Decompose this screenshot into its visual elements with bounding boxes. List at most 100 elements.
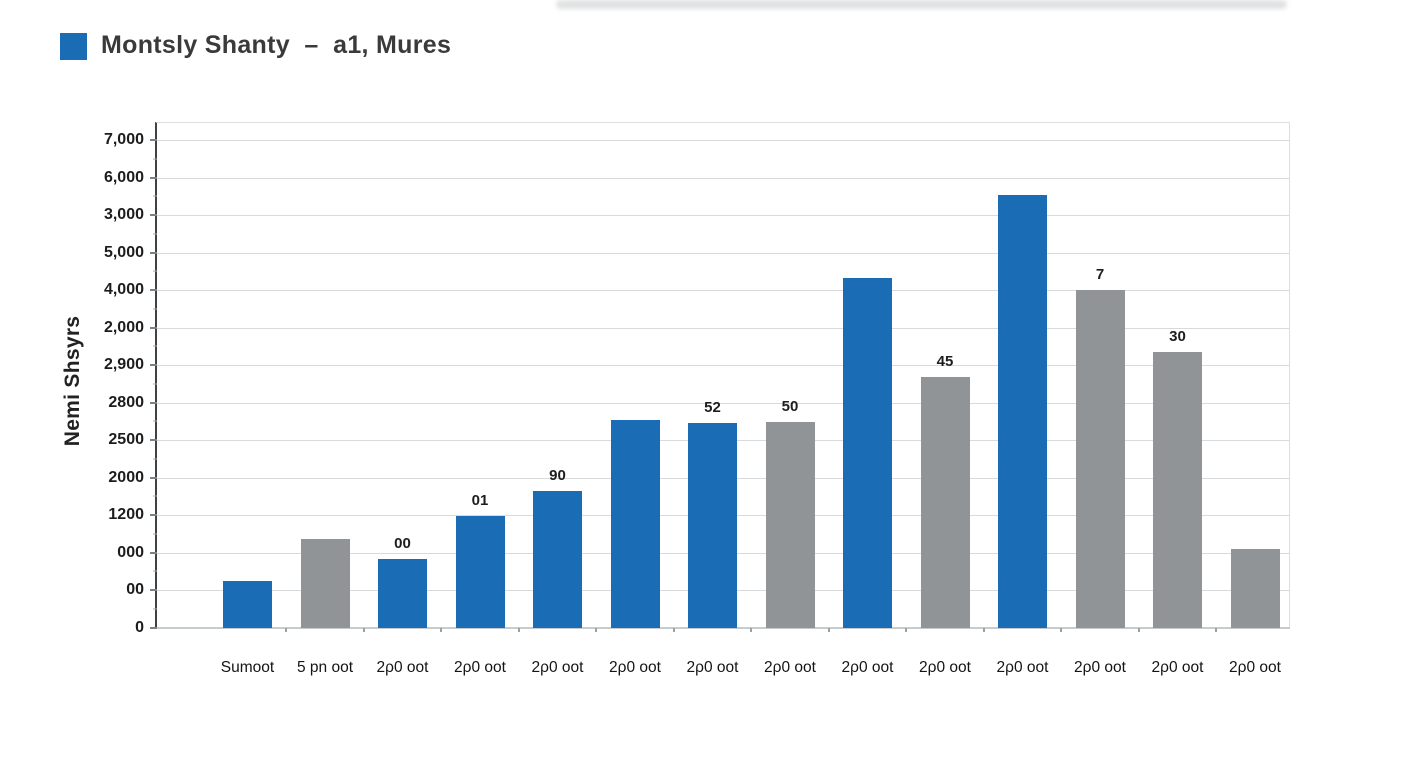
- gridline: [157, 252, 1289, 254]
- x-boundary-tick: [982, 628, 985, 632]
- x-tick-label: Sumoot: [220, 659, 275, 676]
- x-boundary-tick: [595, 628, 598, 632]
- y-minor-tick: [153, 270, 157, 272]
- y-minor-tick: [153, 345, 157, 347]
- x-tick-label: 2ρ0 oot: [764, 659, 816, 676]
- x-boundary-tick: [672, 628, 675, 632]
- x-tick-label: 2ρ0 oot: [919, 659, 971, 676]
- bar: [843, 278, 892, 628]
- bar: 50: [765, 398, 815, 628]
- gridline: [157, 215, 1289, 216]
- y-minor-tick: [153, 495, 157, 497]
- y-tick-label: 0: [135, 618, 144, 636]
- x-tick-label: 2ρ0 oot: [376, 659, 429, 676]
- plot-area: 7,000 6,000 3,000 5,000 4,000 2,000 2,900 2800 2…: [104, 122, 1290, 676]
- y-tick-label: 3,000: [103, 206, 144, 223]
- y-tick-label: 5,000: [103, 243, 144, 261]
- bar-value-label: 01: [471, 492, 489, 509]
- y-major-tick: [150, 251, 157, 254]
- bar-value-label: 45: [936, 353, 954, 370]
- x-tick-label: 2ρ0 oot: [609, 659, 661, 676]
- top-shadow-strip: [556, 0, 1287, 9]
- bar-value-label: 52: [704, 399, 721, 416]
- y-major-tick: [150, 626, 157, 629]
- gridline: [157, 365, 1289, 366]
- x-boundary-tick: [440, 628, 443, 632]
- y-major-tick: [150, 589, 157, 591]
- gridline: [157, 140, 1289, 141]
- bar-value-label: 90: [549, 467, 566, 484]
- x-axis-line: [155, 627, 1290, 629]
- y-tick-label: 6,000: [103, 168, 144, 186]
- bar-value-label: 00: [394, 535, 411, 552]
- y-major-tick: [150, 401, 157, 404]
- y-minor-tick: [153, 195, 157, 197]
- x-tick-label: 2ρ0 oot: [686, 659, 739, 676]
- y-tick-label: 2000: [108, 468, 144, 486]
- y-major-tick: [150, 176, 157, 179]
- bar-value-label: 7: [1095, 266, 1105, 283]
- gridline: [157, 290, 1289, 291]
- x-boundary-tick: [517, 628, 520, 632]
- x-boundary-tick: [1137, 628, 1140, 632]
- x-tick-label: 2ρ0 oot: [454, 659, 506, 676]
- y-tick-label: 2800: [108, 393, 144, 411]
- x-boundary-tick: [1060, 628, 1063, 632]
- y-minor-tick: [153, 158, 157, 160]
- y-minor-tick: [153, 233, 157, 235]
- y-minor-tick: [153, 420, 157, 422]
- y-major-tick: [150, 476, 157, 479]
- y-minor-tick: [153, 308, 157, 310]
- x-tick-label: 2ρ0 oot: [841, 659, 894, 676]
- bar: 52: [688, 399, 737, 628]
- y-tick-label: 000: [117, 543, 144, 561]
- y-major-tick: [150, 514, 157, 516]
- y-major-tick: [150, 551, 157, 554]
- bar: 00: [378, 535, 427, 628]
- bar: [610, 420, 660, 628]
- x-boundary-tick: [827, 628, 830, 632]
- bar: 90: [533, 467, 582, 628]
- x-tick-label: 2ρ0 oot: [1151, 659, 1204, 676]
- y-tick-label: 2,900: [103, 356, 144, 373]
- gridline: [157, 402, 1289, 404]
- y-major-tick: [150, 289, 157, 291]
- y-major-tick: [150, 139, 157, 141]
- legend-swatch: [60, 33, 87, 60]
- x-boundary-tick: [905, 628, 908, 632]
- gridline: [157, 177, 1289, 179]
- bar: 7: [1075, 266, 1125, 628]
- y-tick-label: 2,000: [103, 318, 144, 336]
- y-tick-label: 7,000: [103, 131, 144, 148]
- chart-title: Montsly Shanty – a1, Mures: [101, 31, 452, 59]
- y-major-tick: [150, 326, 157, 329]
- x-boundary-tick: [1215, 628, 1218, 632]
- y-tick-label: 2500: [108, 431, 144, 448]
- x-tick-label: 2ρ0 oot: [1074, 659, 1126, 676]
- bar: 30: [1153, 328, 1202, 628]
- y-minor-tick: [153, 458, 157, 460]
- bar: [1230, 549, 1280, 628]
- gridline: [157, 327, 1289, 329]
- bar: [300, 539, 350, 628]
- y-tick-label: 4,000: [103, 281, 144, 298]
- x-tick-label: 2ρ0 oot: [531, 659, 584, 676]
- y-major-tick: [150, 439, 157, 441]
- bar-value-label: 50: [781, 398, 799, 415]
- bar-value-label: 30: [1169, 328, 1186, 345]
- y-tick-label: 1200: [108, 506, 144, 523]
- bar: [223, 581, 272, 628]
- x-tick-label: 2ρ0 oot: [996, 659, 1049, 676]
- y-major-tick: [150, 214, 157, 216]
- bar: [998, 195, 1047, 628]
- y-minor-tick: [153, 383, 157, 385]
- x-boundary-tick: [362, 628, 365, 632]
- y-axis-title: Nemi Shsyrs: [61, 315, 84, 447]
- y-minor-tick: [153, 608, 157, 610]
- bar: 45: [920, 353, 970, 628]
- y-minor-tick: [153, 570, 157, 572]
- y-minor-tick: [153, 533, 157, 535]
- x-tick-label: 5 pn oot: [296, 659, 354, 676]
- bar: 01: [455, 492, 505, 628]
